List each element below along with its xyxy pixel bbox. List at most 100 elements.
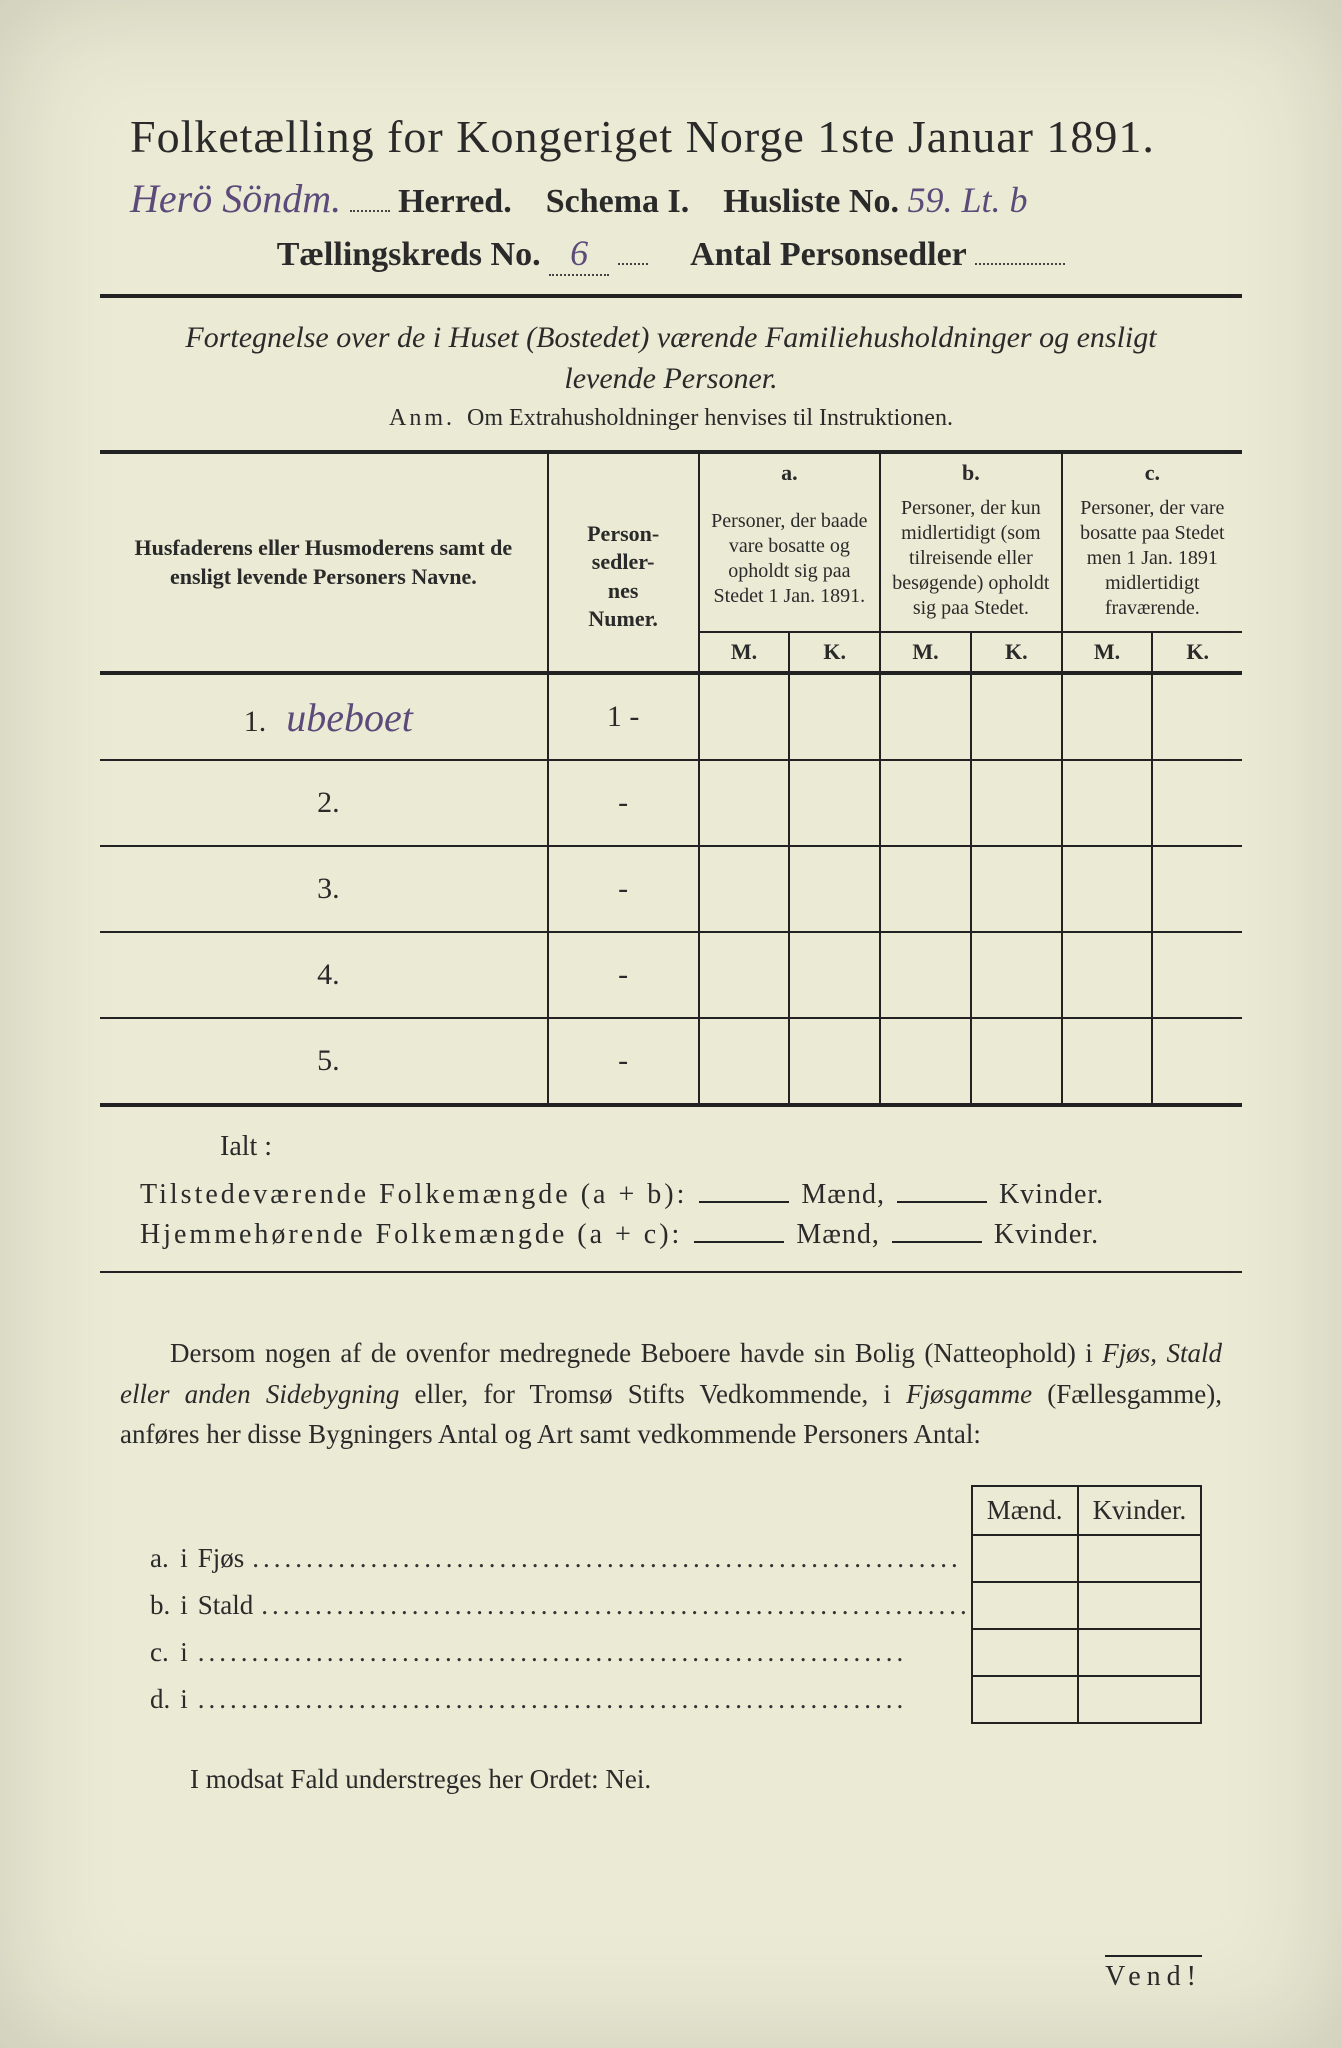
building-kvinder-cell — [1078, 1535, 1202, 1582]
husliste-label: Husliste No. — [723, 183, 899, 220]
kvinder-label-1: Kvinder. — [999, 1179, 1104, 1210]
count-cell — [699, 760, 790, 846]
person-number-cell: - — [548, 846, 699, 932]
count-cell — [971, 932, 1062, 1018]
building-row-i: i — [170, 1676, 188, 1723]
building-row: a.iFjøs ................................… — [140, 1535, 1201, 1582]
building-row-label: ........................................… — [188, 1629, 972, 1676]
person-number-cell: 1 - — [548, 673, 699, 760]
building-maend-cell — [972, 1582, 1078, 1629]
building-kvinder-cell — [1078, 1629, 1202, 1676]
group-a-desc: Personer, der baade vare bosatte og opho… — [699, 492, 881, 632]
building-row-key: c. — [140, 1629, 170, 1676]
count-cell — [1062, 673, 1153, 760]
sum-line-1: Tilstedeværende Folkemængde (a + b): Mæn… — [140, 1179, 1242, 1211]
person-number-cell: - — [548, 760, 699, 846]
census-form-page: Folketælling for Kongeriget Norge 1ste J… — [0, 0, 1342, 2048]
table-row: 1.ubeboet1 - — [100, 673, 1242, 760]
household-name: ubeboet — [286, 695, 413, 740]
building-row-i: i — [170, 1535, 188, 1582]
count-cell — [971, 846, 1062, 932]
count-cell — [880, 760, 971, 846]
person-number-cell: - — [548, 932, 699, 1018]
group-b-desc: Personer, der kun midlertidigt (som tilr… — [880, 492, 1062, 632]
count-cell — [880, 932, 971, 1018]
rule-1 — [100, 294, 1242, 298]
count-cell — [789, 760, 880, 846]
kreds-label: Tællingskreds No. — [277, 236, 541, 273]
building-row-key: d. — [140, 1676, 170, 1723]
bottom-head-m: Mænd. — [972, 1486, 1078, 1535]
building-row-key: b. — [140, 1582, 170, 1629]
building-row: c.i.....................................… — [140, 1629, 1201, 1676]
row-number: 1.ubeboet — [100, 673, 548, 760]
count-cell — [789, 1018, 880, 1105]
building-kvinder-cell — [1078, 1582, 1202, 1629]
building-row-i: i — [170, 1582, 188, 1629]
schema-label: Schema I. — [546, 183, 690, 220]
building-row-label: Fjøs ...................................… — [188, 1535, 971, 1582]
table-row: 4.- — [100, 932, 1242, 1018]
kreds-value: 6 — [549, 232, 609, 276]
sum1-label: Tilstedeværende Folkemængde (a + b): — [140, 1179, 687, 1210]
count-cell — [699, 846, 790, 932]
row-number: 3. — [100, 846, 548, 932]
para-seg-a: Dersom nogen af de ovenfor medregnede Be… — [170, 1338, 1102, 1368]
count-cell — [1152, 1018, 1242, 1105]
building-row-label: Stald ..................................… — [188, 1582, 971, 1629]
person-number-cell: - — [548, 1018, 699, 1105]
col-a-m: M. — [699, 632, 790, 673]
subtitle: Fortegnelse over de i Huset (Bostedet) v… — [160, 318, 1182, 399]
bottom-head-k: Kvinder. — [1078, 1486, 1202, 1535]
anm-text: Om Extrahusholdninger henvises til Instr… — [467, 405, 953, 431]
count-cell — [1062, 1018, 1153, 1105]
count-cell — [1152, 673, 1242, 760]
building-kvinder-cell — [1078, 1676, 1202, 1723]
para-seg-d: Fjøsgamme — [906, 1379, 1032, 1409]
closing-line: I modsat Fald understreges her Ordet: Ne… — [190, 1764, 1242, 1795]
count-cell — [971, 760, 1062, 846]
herred-label: Herred. — [398, 183, 512, 220]
maend-label-1: Mænd, — [801, 1179, 885, 1210]
instruction-paragraph: Dersom nogen af de ovenfor medregnede Be… — [120, 1333, 1222, 1455]
count-cell — [699, 932, 790, 1018]
husliste-value: 59. Lt. b — [907, 180, 1027, 220]
col-num-heading: Person- sedler- nes Numer. — [587, 521, 659, 632]
ialt-label: Ialt : — [220, 1131, 1242, 1163]
kvinder-label-2: Kvinder. — [994, 1219, 1099, 1250]
sum-line-2: Hjemmehørende Folkemængde (a + c): Mænd,… — [140, 1219, 1242, 1251]
building-table: Mænd. Kvinder. a.iFjøs .................… — [140, 1485, 1202, 1724]
group-a: a. — [781, 460, 798, 485]
row-number: 2. — [100, 760, 548, 846]
building-maend-cell — [972, 1676, 1078, 1723]
building-row-i: i — [170, 1629, 188, 1676]
building-maend-cell — [972, 1535, 1078, 1582]
para-seg-c: eller, for Tromsø Stifts Vedkommende, i — [399, 1379, 906, 1409]
anm-lead: Anm. — [389, 405, 455, 431]
count-cell — [1062, 932, 1153, 1018]
col-name-heading: Husfaderens eller Husmoderens samt de en… — [135, 535, 513, 589]
header-line-2: Herö Söndm. Herred. Schema I. Husliste N… — [130, 175, 1242, 222]
count-cell — [1152, 932, 1242, 1018]
household-table: Husfaderens eller Husmoderens samt de en… — [100, 450, 1242, 1107]
table-row: 3.- — [100, 846, 1242, 932]
count-cell — [789, 932, 880, 1018]
rule-2 — [100, 1271, 1242, 1273]
group-c-desc: Personer, der vare bosatte paa Stedet me… — [1062, 492, 1242, 632]
row-number: 4. — [100, 932, 548, 1018]
count-cell — [789, 846, 880, 932]
count-cell — [971, 1018, 1062, 1105]
count-cell — [1062, 760, 1153, 846]
table-row: 5.- — [100, 1018, 1242, 1105]
count-cell — [699, 673, 790, 760]
count-cell — [789, 673, 880, 760]
antal-value — [975, 263, 1065, 265]
count-cell — [699, 1018, 790, 1105]
col-a-k: K. — [789, 632, 880, 673]
count-cell — [971, 673, 1062, 760]
building-row: d.i.....................................… — [140, 1676, 1201, 1723]
group-c: c. — [1145, 460, 1160, 485]
header-line-3: Tællingskreds No. 6 Antal Personsedler — [100, 232, 1242, 276]
count-cell — [1062, 846, 1153, 932]
col-b-k: K. — [971, 632, 1062, 673]
